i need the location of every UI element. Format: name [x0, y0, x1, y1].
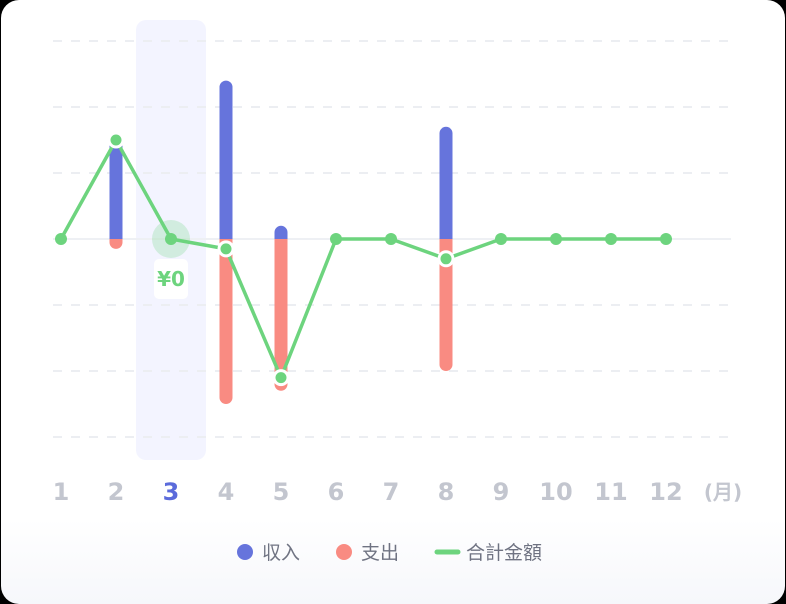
x-axis-unit: (月) — [704, 480, 742, 504]
total-point-3[interactable] — [165, 233, 177, 245]
total-point-4[interactable] — [217, 240, 235, 258]
legend-income-marker[interactable] — [237, 544, 253, 560]
value-tooltip — [154, 259, 188, 299]
x-tick-label[interactable]: 1 — [53, 478, 70, 506]
total-point-12[interactable] — [660, 233, 672, 245]
x-tick-label[interactable]: 4 — [218, 478, 235, 506]
legend-total-label[interactable]: 合計金額 — [466, 542, 542, 564]
expense-bar-8[interactable] — [439, 239, 453, 371]
expense-bar-5[interactable] — [274, 239, 288, 391]
x-tick-label[interactable]: 8 — [438, 478, 455, 506]
x-tick-label[interactable]: 12 — [649, 478, 682, 506]
legend-income-label[interactable]: 収入 — [262, 542, 300, 564]
x-tick-label[interactable]: 7 — [383, 478, 400, 506]
value-tooltip-label: ¥0 — [157, 267, 185, 291]
total-line — [59, 138, 668, 380]
expense-bar-2[interactable] — [109, 239, 123, 249]
x-tick-label[interactable]: 10 — [539, 478, 572, 506]
total-point-6[interactable] — [330, 233, 342, 245]
expense-bar-4[interactable] — [219, 239, 233, 404]
legend-expense-marker[interactable] — [336, 544, 352, 560]
total-point-9[interactable] — [495, 233, 507, 245]
income-bar-4[interactable] — [219, 80, 233, 239]
x-tick-label[interactable]: 6 — [328, 478, 345, 506]
x-tick-label[interactable]: 11 — [594, 478, 627, 506]
total-point-5[interactable] — [272, 369, 290, 387]
total-point-11[interactable] — [605, 233, 617, 245]
x-tick-label[interactable]: 9 — [493, 478, 510, 506]
total-point-7[interactable] — [385, 233, 397, 245]
total-point-10[interactable] — [550, 233, 562, 245]
total-point-2[interactable] — [107, 131, 125, 149]
total-point-1[interactable] — [55, 233, 67, 245]
x-tick-label[interactable]: 5 — [273, 478, 290, 506]
legend-expense-label[interactable]: 支出 — [361, 542, 399, 564]
total-point-8[interactable] — [437, 250, 455, 268]
income-bar-2[interactable] — [109, 140, 123, 239]
x-tick-label[interactable]: 3 — [163, 478, 180, 506]
income-bar-8[interactable] — [439, 126, 453, 239]
income-bar-5[interactable] — [274, 225, 288, 239]
x-tick-label[interactable]: 2 — [108, 478, 125, 506]
